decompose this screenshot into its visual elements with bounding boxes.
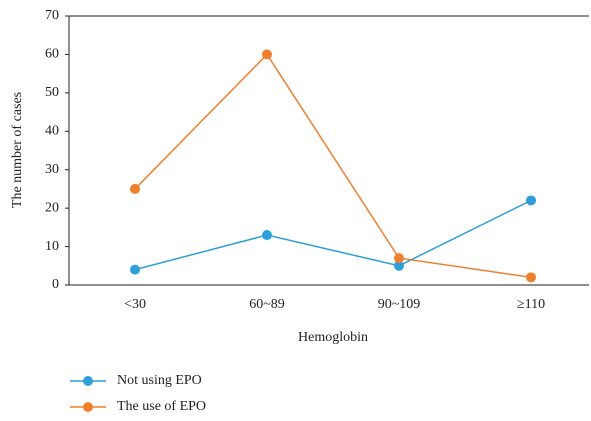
y-axis-label: The number of cases — [10, 92, 25, 208]
data-point — [262, 49, 272, 60]
y-tick-label: 40 — [45, 124, 59, 139]
series-line — [134, 199, 532, 271]
legend-label: Not using EPO — [117, 373, 202, 388]
y-tick-label: 10 — [45, 239, 59, 254]
series-line — [134, 53, 532, 279]
data-point — [130, 264, 140, 275]
data-point — [394, 253, 404, 264]
y-tick-label: 0 — [52, 277, 59, 292]
data-point — [394, 260, 404, 271]
y-tick-label: 30 — [45, 162, 59, 177]
y-tick-label: 60 — [45, 47, 59, 62]
y-tick-label: 50 — [45, 85, 59, 100]
x-axis-label: Hemoglobin — [298, 330, 368, 345]
legend-marker — [83, 402, 93, 412]
legend-marker — [83, 376, 93, 386]
data-point — [130, 183, 140, 194]
y-tick-label: 20 — [45, 200, 59, 215]
x-tick-label: 90~109 — [378, 297, 421, 312]
legend-label: The use of EPO — [117, 399, 206, 414]
data-point — [526, 195, 536, 206]
data-point — [262, 230, 272, 241]
y-tick-label: 70 — [45, 8, 59, 23]
x-tick-label: <30 — [124, 297, 146, 312]
x-tick-label: 60~89 — [249, 297, 285, 312]
data-point — [526, 272, 536, 283]
x-tick-label: ≥110 — [517, 297, 545, 312]
